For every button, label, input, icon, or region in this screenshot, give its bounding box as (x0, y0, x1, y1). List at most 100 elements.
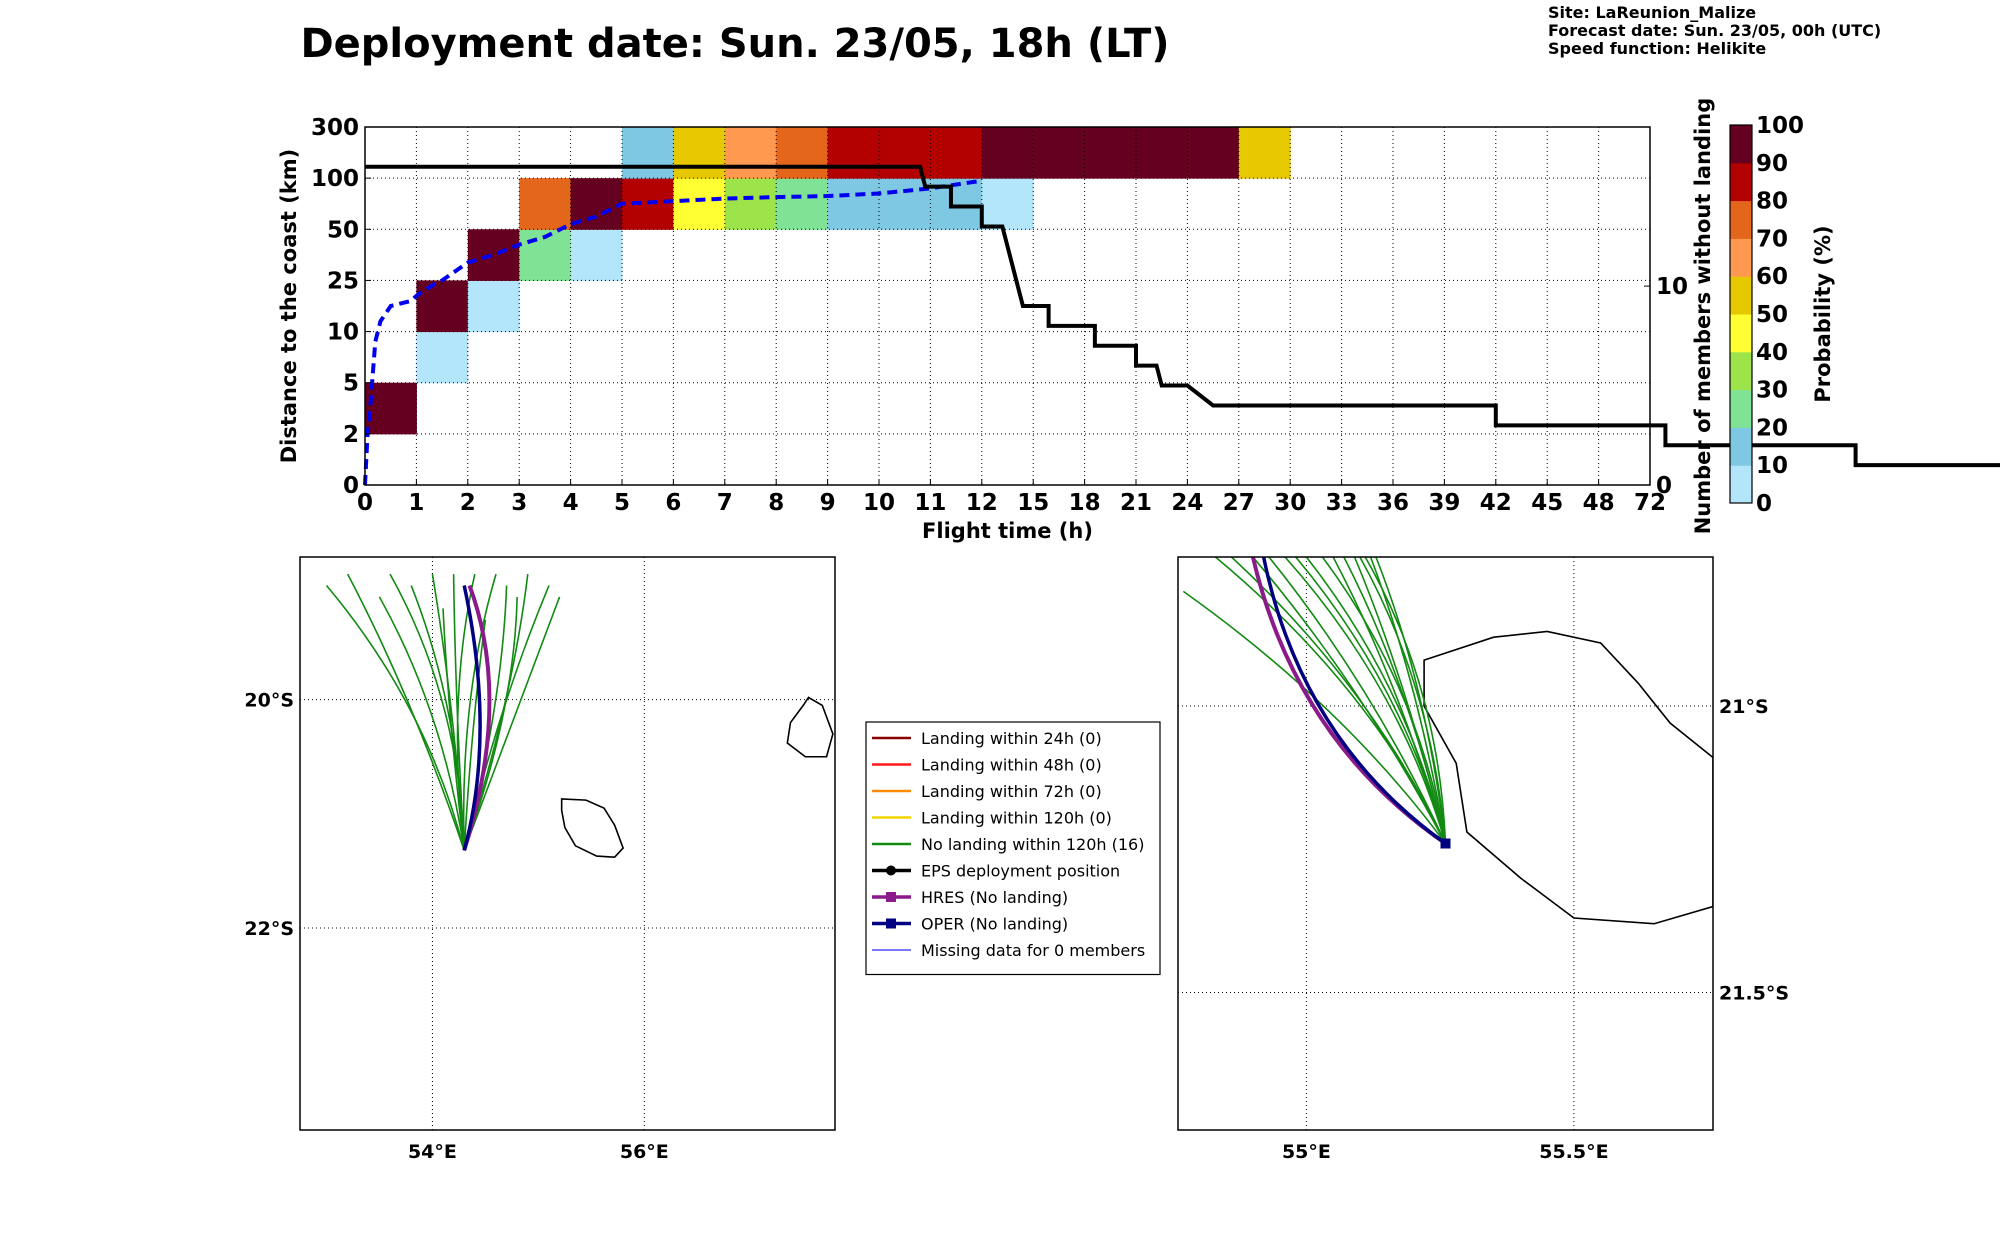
heatmap-cell (930, 127, 983, 179)
x-tick-label: 5 (614, 490, 630, 516)
x-tick-label: 15 (1017, 490, 1049, 516)
coastline (560, 798, 625, 859)
heatmap-cell (1187, 127, 1240, 179)
speed-label: Speed function: Helikite (1548, 39, 1766, 58)
ensemble-trajectory (442, 608, 466, 851)
heatmap-cell (827, 127, 880, 179)
x-tick-label: 8 (768, 490, 784, 516)
legend-label: OPER (No landing) (921, 915, 1068, 934)
colorbar-tick-label: 90 (1756, 151, 1788, 177)
y-tick-label: 25 (327, 268, 359, 294)
map-contents (300, 557, 835, 1130)
colorbar-segment (1730, 427, 1752, 466)
latitude-label: 21.5°S (1719, 982, 1789, 1004)
colorbar-tick-label: 30 (1756, 378, 1788, 404)
heatmap-cell (416, 280, 469, 333)
ensemble-trajectory (378, 596, 465, 851)
map-zoomed-area: 55°E 55.5°E 21°S 21.5°S (1177, 556, 1789, 1163)
ensemble-trajectory (410, 585, 466, 851)
heatmap-cell (724, 127, 777, 179)
coastline (786, 696, 834, 758)
ensemble-trajectory (1359, 557, 1447, 844)
x-tick-label: 48 (1583, 490, 1615, 516)
x-tick-label: 24 (1171, 490, 1203, 516)
ensemble-trajectory (1305, 557, 1447, 844)
x-axis-label: Flight time (h) (922, 519, 1093, 543)
x-tick-label: 1 (408, 490, 424, 516)
longitude-label: 56°E (620, 1141, 669, 1163)
legend-marker (886, 918, 896, 929)
x-tick-label: 2 (460, 490, 476, 516)
colorbar-segment (1730, 238, 1752, 277)
ensemble-trajectory (463, 596, 561, 851)
colorbar-segment (1730, 314, 1752, 353)
members-without-landing-line (365, 164, 2000, 468)
legend-label: Landing within 72h (0) (921, 782, 1102, 801)
x-tick-label: 30 (1274, 490, 1306, 516)
x-tick-label: 10 (863, 490, 895, 516)
latitude-label: 22°S (244, 918, 294, 940)
heatmap-cell (467, 280, 520, 333)
heatmap-cell (467, 229, 520, 281)
oper-trajectory (462, 585, 482, 851)
legend-label: HRES (No landing) (921, 888, 1068, 907)
x-tick-label: 72 (1634, 490, 1666, 516)
colorbar-tick-label: 40 (1756, 340, 1788, 366)
hres-trajectory (462, 584, 492, 851)
legend-label: Landing within 48h (0) (921, 756, 1102, 775)
colorbar-label: Probability (%) (1811, 225, 1835, 402)
colorbar-tick-label: 70 (1756, 226, 1788, 252)
x-tick-label: 33 (1326, 490, 1358, 516)
map-frame (1177, 556, 1714, 1131)
heatmap-cell (981, 127, 1034, 179)
legend-label: Landing within 120h (0) (921, 809, 1112, 828)
latitude-label: 20°S (244, 690, 294, 712)
x-tick-label: 45 (1531, 490, 1563, 516)
median-distance-line (363, 178, 983, 486)
y-tick-label: 2 (343, 422, 359, 448)
heatmap-cell (365, 382, 417, 435)
ensemble-trajectory (1321, 557, 1447, 844)
release-point-marker (1440, 838, 1451, 849)
x-tick-label: 9 (820, 490, 836, 516)
heatmap-cell (570, 229, 623, 281)
heatmap-cell (673, 178, 726, 230)
colorbar-segment (1730, 276, 1752, 315)
heatmap-cell (1084, 127, 1137, 179)
ensemble-trajectory (1284, 557, 1447, 844)
y-axis-label: Distance to the coast (km) (277, 149, 301, 464)
x-tick-label: 4 (563, 490, 579, 516)
ensemble-trajectory (1375, 557, 1447, 844)
longitude-label: 54°E (408, 1141, 457, 1163)
heatmap-cell (827, 178, 880, 230)
heatmap-cell (622, 127, 674, 179)
x-tick-label: 11 (914, 490, 946, 516)
map-large-area: 54°E 56°E 20°S 22°S (244, 556, 836, 1163)
x-tick-label: 3 (511, 490, 527, 516)
y2-axis-label: Number of members without landing (1691, 98, 1715, 535)
longitude-label: 55.5°E (1539, 1141, 1608, 1163)
map-frame (299, 556, 836, 1131)
x-tick-label: 7 (717, 490, 733, 516)
colorbar-tick-label: 100 (1756, 113, 1804, 139)
x-tick-label: 36 (1377, 490, 1409, 516)
legend-label: No landing within 120h (16) (921, 835, 1144, 854)
ensemble-trajectory (1182, 590, 1447, 844)
colorbar-tick-label: 50 (1756, 302, 1788, 328)
x-tick-label: 27 (1223, 490, 1255, 516)
ensemble-trajectory (463, 619, 487, 851)
y-tick-label: 5 (343, 371, 359, 397)
y-tick-label: 100 (311, 166, 359, 192)
heatmap-cell (981, 178, 1034, 230)
heatmap-cell (776, 127, 829, 179)
heatmap-cell (879, 178, 931, 230)
plot-frame (364, 126, 1651, 486)
legend-marker (886, 892, 896, 902)
x-tick-label: 18 (1069, 490, 1101, 516)
ensemble-trajectory (1268, 557, 1447, 844)
heatmap-panel: 0 1 2 3 4 5 6 7 8 9 10 11 12 15 18 21 24 27 30 33 36 39 42 45 48… (277, 98, 2000, 543)
chart-title: Deployment date: Sun. 23/05, 18h (LT) (300, 21, 1169, 67)
oper-trajectory (1261, 557, 1447, 845)
heatmap-cell (776, 178, 829, 230)
